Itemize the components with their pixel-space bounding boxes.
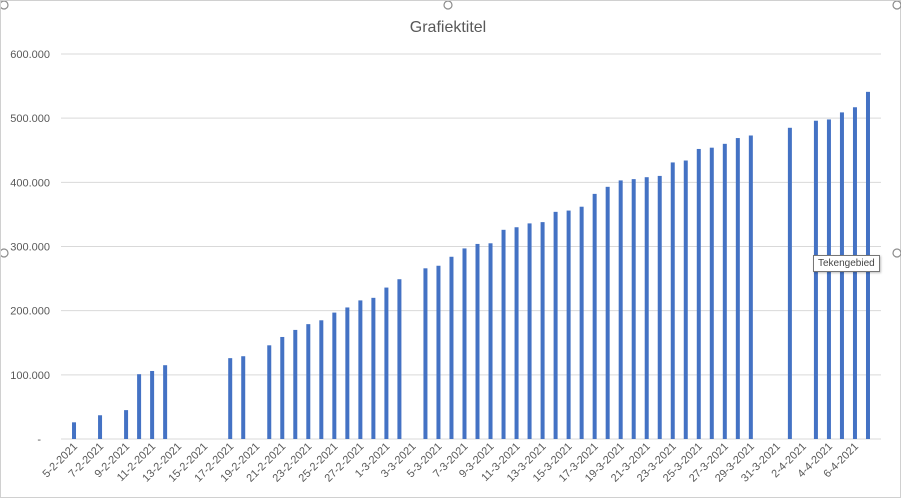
y-tick-label: 500.000 <box>10 113 50 125</box>
y-axis-ticks: - 100.000 200.000 300.000 400.000 500.000 600.… <box>10 49 50 446</box>
bar <box>839 112 844 440</box>
bar <box>371 297 376 439</box>
y-tick-label: 200.000 <box>10 306 50 318</box>
selection-handles <box>1 1 901 258</box>
bar <box>332 312 337 439</box>
bar <box>345 307 350 439</box>
bar <box>163 365 168 439</box>
bar <box>98 415 103 439</box>
bar <box>150 370 155 439</box>
resize-handle[interactable] <box>1 1 9 10</box>
bar <box>319 320 324 439</box>
bar <box>696 148 701 439</box>
bar <box>670 162 675 440</box>
bar <box>566 210 571 439</box>
bar <box>605 186 610 439</box>
resize-handle[interactable] <box>892 1 901 10</box>
chart-title: Grafiektitel <box>410 19 486 36</box>
bar <box>436 265 441 439</box>
y-tick-label: 300.000 <box>10 242 50 254</box>
bar <box>709 147 714 439</box>
bar <box>579 206 584 439</box>
bar <box>124 410 129 439</box>
bar <box>228 358 233 439</box>
bar <box>631 179 636 439</box>
plot-area-tooltip: Tekengebied <box>813 255 880 272</box>
bar <box>449 256 454 439</box>
bar <box>514 227 519 439</box>
bar <box>72 422 77 439</box>
bar <box>306 324 311 439</box>
bar <box>501 229 506 439</box>
y-tick-label: - <box>37 434 41 446</box>
bar <box>267 345 272 439</box>
bar <box>618 180 623 440</box>
bar <box>462 248 467 439</box>
bar <box>475 243 480 439</box>
bar <box>748 135 753 439</box>
resize-handle[interactable] <box>892 248 901 258</box>
bar <box>553 211 558 439</box>
bar <box>358 300 363 439</box>
bars <box>72 91 870 440</box>
bar <box>787 127 792 440</box>
bar <box>384 287 389 439</box>
y-tick-label: 600.000 <box>10 49 50 61</box>
bar <box>592 193 597 439</box>
bar <box>280 336 285 439</box>
gridlines <box>61 53 881 440</box>
resize-handle[interactable] <box>443 1 453 10</box>
y-tick-label: 100.000 <box>10 370 50 382</box>
bar <box>657 175 662 439</box>
bar <box>241 356 246 439</box>
bar <box>397 279 402 439</box>
bar <box>826 119 831 439</box>
bar <box>423 268 428 439</box>
bar <box>293 329 298 439</box>
bar <box>735 138 740 439</box>
bar <box>488 243 493 439</box>
bar <box>852 107 857 439</box>
bar <box>137 374 142 439</box>
bar <box>644 177 649 439</box>
bar <box>813 120 818 439</box>
bar <box>683 160 688 439</box>
bar <box>540 222 545 439</box>
y-tick-label: 400.000 <box>10 177 50 189</box>
x-axis-ticks: 5-2-20217-2-20219-2-202111-2-202113-2-20… <box>41 441 862 485</box>
resize-handle[interactable] <box>1 248 9 258</box>
bar <box>722 143 727 440</box>
bar <box>527 223 532 439</box>
